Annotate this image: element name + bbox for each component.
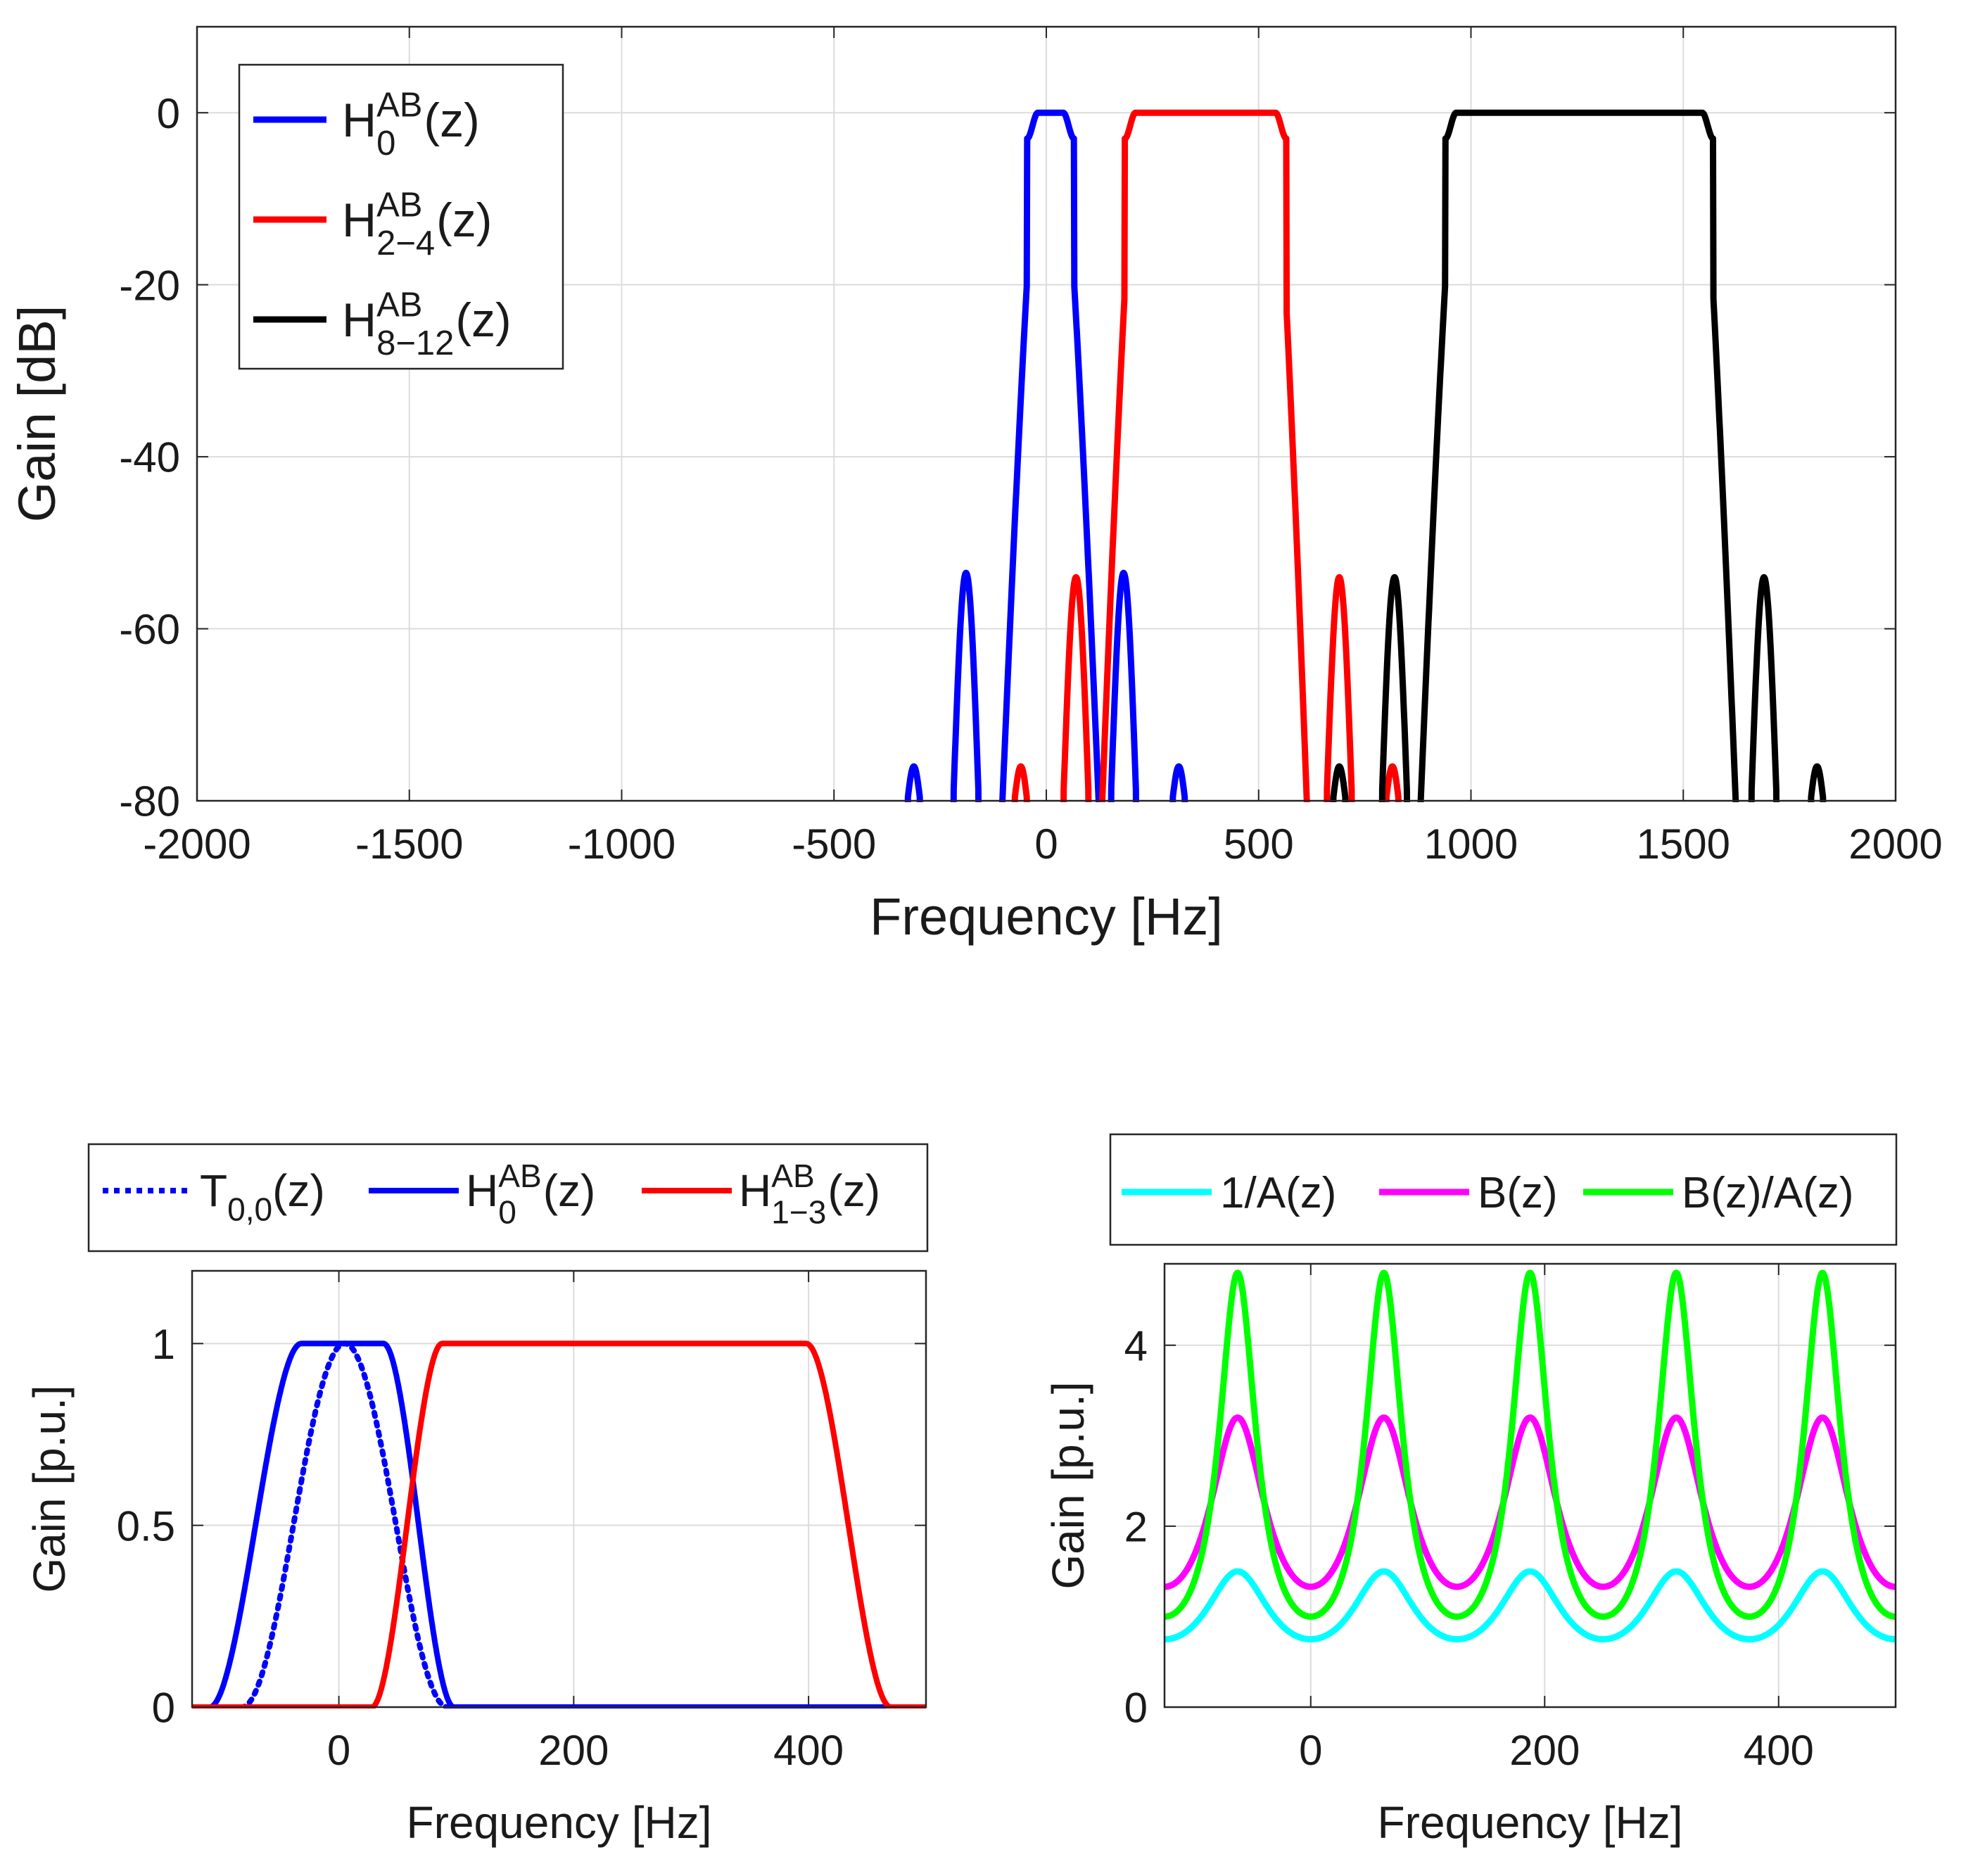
x-axis-label: Frequency [Hz]	[870, 887, 1223, 946]
x-tick-label: 500	[1224, 820, 1294, 868]
x-tick-label: -2000	[143, 820, 250, 868]
legend-label-1: HAB 2−4(z)	[342, 186, 492, 262]
y-tick-label: 0	[152, 1685, 175, 1732]
series-line-0	[904, 109, 1188, 802]
y-axis-label: Gain [p.u.]	[24, 1385, 75, 1592]
series-line-2	[1330, 109, 1827, 802]
chart-bottom-right-gain-pu: 0 200 400 0 2 4 Frequency [Hz] Gain [p.u.] 1/A(z…	[1043, 1133, 1898, 1848]
x-axis-label: Frequency [Hz]	[1378, 1797, 1683, 1848]
y-tick-label: 0.5	[117, 1502, 175, 1549]
x-tick-label: 0	[327, 1727, 350, 1774]
y-tick-label: 2	[1124, 1503, 1148, 1550]
legend-label-0: HAB 0 (z)	[342, 86, 480, 162]
y-tick-label: 0	[157, 90, 180, 137]
series-line-1	[1165, 1414, 1896, 1590]
x-tick-label: 1500	[1637, 820, 1730, 868]
y-tick-label: -80	[119, 778, 180, 825]
legend-label-2: B(z)/A(z)	[1682, 1169, 1854, 1217]
y-axis-label: Gain [dB]	[8, 305, 66, 523]
y-axis-label: Gain [p.u.]	[1043, 1381, 1093, 1589]
x-tick-label: 1000	[1424, 820, 1518, 868]
legend-label-2: HAB 1−3(z)	[739, 1158, 880, 1230]
y-tick-label: 1	[152, 1321, 175, 1368]
y-tick-label: -20	[119, 262, 180, 309]
x-tick-label: -500	[792, 820, 876, 868]
y-tick-label: -40	[119, 434, 180, 481]
legend-label-1: B(z)	[1478, 1169, 1558, 1217]
x-tick-label: -1000	[568, 820, 675, 868]
y-tick-label: 4	[1124, 1322, 1148, 1369]
y-tick-label: 0	[1124, 1685, 1148, 1732]
x-tick-label: 200	[538, 1727, 609, 1774]
series-line-0	[1165, 1568, 1896, 1643]
axes-box	[1163, 1262, 1897, 1709]
y-tick-label: -60	[119, 606, 180, 653]
legend-label-2: HAB 8−12(z)	[342, 286, 512, 362]
legend-box	[1109, 1133, 1898, 1246]
legend-label-0: 1/A(z)	[1220, 1169, 1336, 1217]
x-tick-label: 2000	[1848, 820, 1942, 868]
axes-box	[191, 1269, 927, 1709]
x-tick-label: 400	[1744, 1727, 1814, 1774]
axes-box	[196, 25, 1897, 802]
legend-box	[87, 1143, 929, 1253]
x-tick-label: -1500	[355, 820, 463, 868]
plot-area	[1165, 1264, 1896, 1707]
x-axis-label: Frequency [Hz]	[407, 1797, 712, 1848]
chart-top-gain-db: -2000 -1500 -1000 -500 0 500 1000 1500 2000 0 -20 -…	[8, 25, 1943, 946]
legend-label-0: T0,0(z)	[200, 1165, 325, 1227]
legend-label-1: HAB 0 (z)	[466, 1158, 595, 1230]
x-tick-label: 0	[1299, 1727, 1322, 1774]
x-tick-label: 200	[1509, 1727, 1580, 1774]
x-tick-label: 0	[1034, 820, 1058, 868]
chart-bottom-left-gain-pu: 0 200 400 0 0.5 1 Frequency [Hz] Gain [p.u.] T0,…	[24, 1143, 929, 1848]
series-line-2	[1165, 1269, 1896, 1620]
x-tick-label: 400	[773, 1727, 844, 1774]
